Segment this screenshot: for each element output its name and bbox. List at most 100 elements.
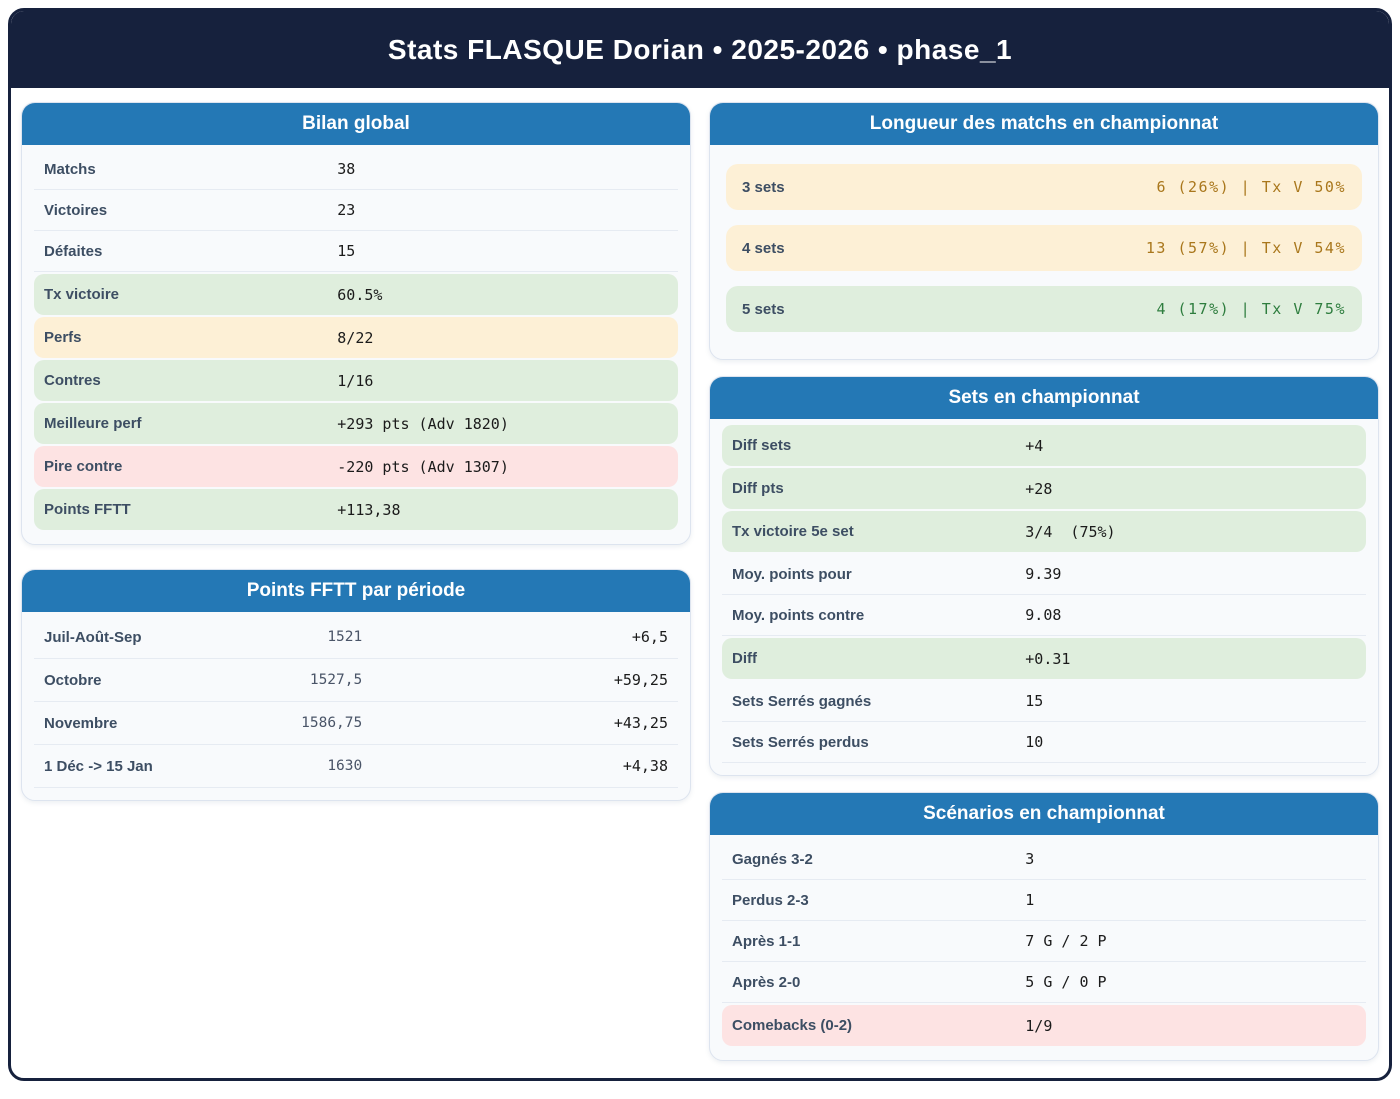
stat-label: Matchs <box>44 160 96 178</box>
stat-row: Gagnés 3-2 3 <box>722 839 1366 880</box>
period-delta: +6,5 <box>631 628 668 646</box>
match-length-value: 13 (57%) | Tx V 54% <box>1145 239 1346 257</box>
stat-value: 3/4 (75%) <box>1025 522 1116 541</box>
period-points: 1527,5 <box>309 672 363 688</box>
stat-label: Contres <box>44 372 101 389</box>
stat-row: Points FFTT +113,38 <box>34 489 678 530</box>
period-points: 1630 <box>327 758 363 774</box>
period-label: Novembre <box>44 714 118 732</box>
stat-row: Tx victoire 60.5% <box>34 274 678 315</box>
period-delta: +4,38 <box>622 757 668 775</box>
stat-label: Perdus 2-3 <box>732 891 809 909</box>
stat-row: Moy. points pour 9.39 <box>722 554 1366 595</box>
stat-value: 9.08 <box>1025 606 1062 624</box>
stat-label: Meilleure perf <box>44 415 142 432</box>
period-row: Juil-Août-Sep 1521 +6,5 <box>34 616 678 659</box>
stat-value: 8/22 <box>337 328 374 347</box>
stat-label: Sets Serrés perdus <box>732 733 869 751</box>
stat-value: +0.31 <box>1025 649 1071 668</box>
stat-value: 7 G / 2 P <box>1025 932 1107 950</box>
stat-row: Diff sets +4 <box>722 425 1366 466</box>
title-bar: Stats FLASQUE Dorian • 2025-2026 • phase… <box>11 11 1389 88</box>
stat-value: 1/16 <box>337 371 374 390</box>
card-points-fftt-periode-title: Points FFTT par période <box>22 570 690 612</box>
period-delta: +43,25 <box>613 714 668 732</box>
stat-row: Diff pts +28 <box>722 468 1366 509</box>
stat-row: Perfs 8/22 <box>34 317 678 358</box>
stat-label: Diff pts <box>732 480 784 497</box>
stat-row: Défaites 15 <box>34 231 678 272</box>
card-scenarios-championnat-body: Gagnés 3-2 3 Perdus 2-3 1 Après 1-1 7 G … <box>710 835 1378 1060</box>
card-sets-championnat-title: Sets en championnat <box>710 377 1378 419</box>
stat-label: Moy. points pour <box>732 565 852 583</box>
match-length-value: 4 (17%) | Tx V 75% <box>1156 300 1346 318</box>
card-sets-championnat-body: Diff sets +4 Diff pts +28 Tx victoire 5e… <box>710 419 1378 775</box>
card-longueur-matchs: Longueur des matchs en championnat 3 set… <box>709 102 1379 360</box>
app-frame: Stats FLASQUE Dorian • 2025-2026 • phase… <box>8 8 1392 1081</box>
card-bilan-global-title: Bilan global <box>22 103 690 145</box>
stat-label: Diff sets <box>732 437 792 454</box>
period-label: 1 Déc -> 15 Jan <box>44 757 153 775</box>
match-length-label: 3 sets <box>742 178 785 196</box>
stat-label: Tx victoire 5e set <box>732 523 854 540</box>
stat-value: 15 <box>337 242 356 260</box>
stat-label: Perfs <box>44 329 82 346</box>
match-length-label: 4 sets <box>742 239 785 257</box>
match-length-row: 4 sets 13 (57%) | Tx V 54% <box>726 225 1362 271</box>
stat-row: Sets Serrés gagnés 15 <box>722 681 1366 722</box>
stat-value: 1 <box>1025 891 1035 909</box>
stat-row: Sets Serrés perdus 10 <box>722 722 1366 763</box>
stat-row: Diff +0.31 <box>722 638 1366 679</box>
stat-label: Tx victoire <box>44 286 120 303</box>
stat-value: 10 <box>1025 733 1044 751</box>
stat-value: +4 <box>1025 436 1044 455</box>
stat-label: Points FFTT <box>44 501 131 518</box>
stat-value: +293 pts (Adv 1820) <box>337 414 509 433</box>
stat-row: Comebacks (0-2) 1/9 <box>722 1005 1366 1046</box>
stat-row: Tx victoire 5e set 3/4 (75%) <box>722 511 1366 552</box>
stat-row: Après 1-1 7 G / 2 P <box>722 921 1366 962</box>
right-column: Longueur des matchs en championnat 3 set… <box>709 102 1379 1077</box>
stat-row: Matchs 38 <box>34 149 678 190</box>
stat-label: Gagnés 3-2 <box>732 850 813 868</box>
stat-row: Pire contre -220 pts (Adv 1307) <box>34 446 678 487</box>
stat-value: 9.39 <box>1025 565 1062 583</box>
stat-label: Diff <box>732 650 757 667</box>
card-longueur-matchs-body: 3 sets 6 (26%) | Tx V 50% 4 sets 13 (57%… <box>710 145 1378 359</box>
stat-label: Après 2-0 <box>732 973 801 991</box>
left-column: Bilan global Matchs 38 Victoires 23 Défa… <box>21 102 691 1077</box>
stat-label: Défaites <box>44 242 103 260</box>
stat-value: +28 <box>1025 479 1053 498</box>
stat-value: 38 <box>337 160 356 178</box>
card-points-fftt-periode-body: Juil-Août-Sep 1521 +6,5 Octobre 1527,5 +… <box>22 612 690 800</box>
stat-row: Contres 1/16 <box>34 360 678 401</box>
period-label: Juil-Août-Sep <box>44 628 142 646</box>
match-length-row: 3 sets 6 (26%) | Tx V 50% <box>726 164 1362 210</box>
page-title: Stats FLASQUE Dorian • 2025-2026 • phase… <box>387 33 1013 65</box>
card-scenarios-championnat-title: Scénarios en championnat <box>710 793 1378 835</box>
period-row: 1 Déc -> 15 Jan 1630 +4,38 <box>34 745 678 788</box>
stat-label: Moy. points contre <box>732 606 865 624</box>
period-row: Novembre 1586,75 +43,25 <box>34 702 678 745</box>
period-points: 1521 <box>327 629 363 645</box>
stat-value: 23 <box>337 201 356 219</box>
stat-row: Moy. points contre 9.08 <box>722 595 1366 636</box>
period-delta: +59,25 <box>613 671 668 689</box>
stat-value: 60.5% <box>337 285 383 304</box>
card-points-fftt-periode: Points FFTT par période Juil-Août-Sep 15… <box>21 569 691 801</box>
stat-value: 1/9 <box>1025 1016 1053 1035</box>
card-scenarios-championnat: Scénarios en championnat Gagnés 3-2 3 Pe… <box>709 792 1379 1061</box>
stat-label: Pire contre <box>44 458 123 475</box>
match-length-value: 6 (26%) | Tx V 50% <box>1156 178 1346 196</box>
card-sets-championnat: Sets en championnat Diff sets +4 Diff pt… <box>709 376 1379 776</box>
main-content: Bilan global Matchs 38 Victoires 23 Défa… <box>11 88 1389 1078</box>
stat-label: Sets Serrés gagnés <box>732 692 872 710</box>
period-points: 1586,75 <box>301 715 363 731</box>
stat-label: Comebacks (0-2) <box>732 1017 853 1034</box>
stat-value: -220 pts (Adv 1307) <box>337 457 509 476</box>
card-bilan-global-body: Matchs 38 Victoires 23 Défaites 15 Tx vi… <box>22 145 690 544</box>
card-bilan-global: Bilan global Matchs 38 Victoires 23 Défa… <box>21 102 691 545</box>
match-length-label: 5 sets <box>742 300 785 318</box>
stat-value: 3 <box>1025 850 1035 868</box>
period-row: Octobre 1527,5 +59,25 <box>34 659 678 702</box>
